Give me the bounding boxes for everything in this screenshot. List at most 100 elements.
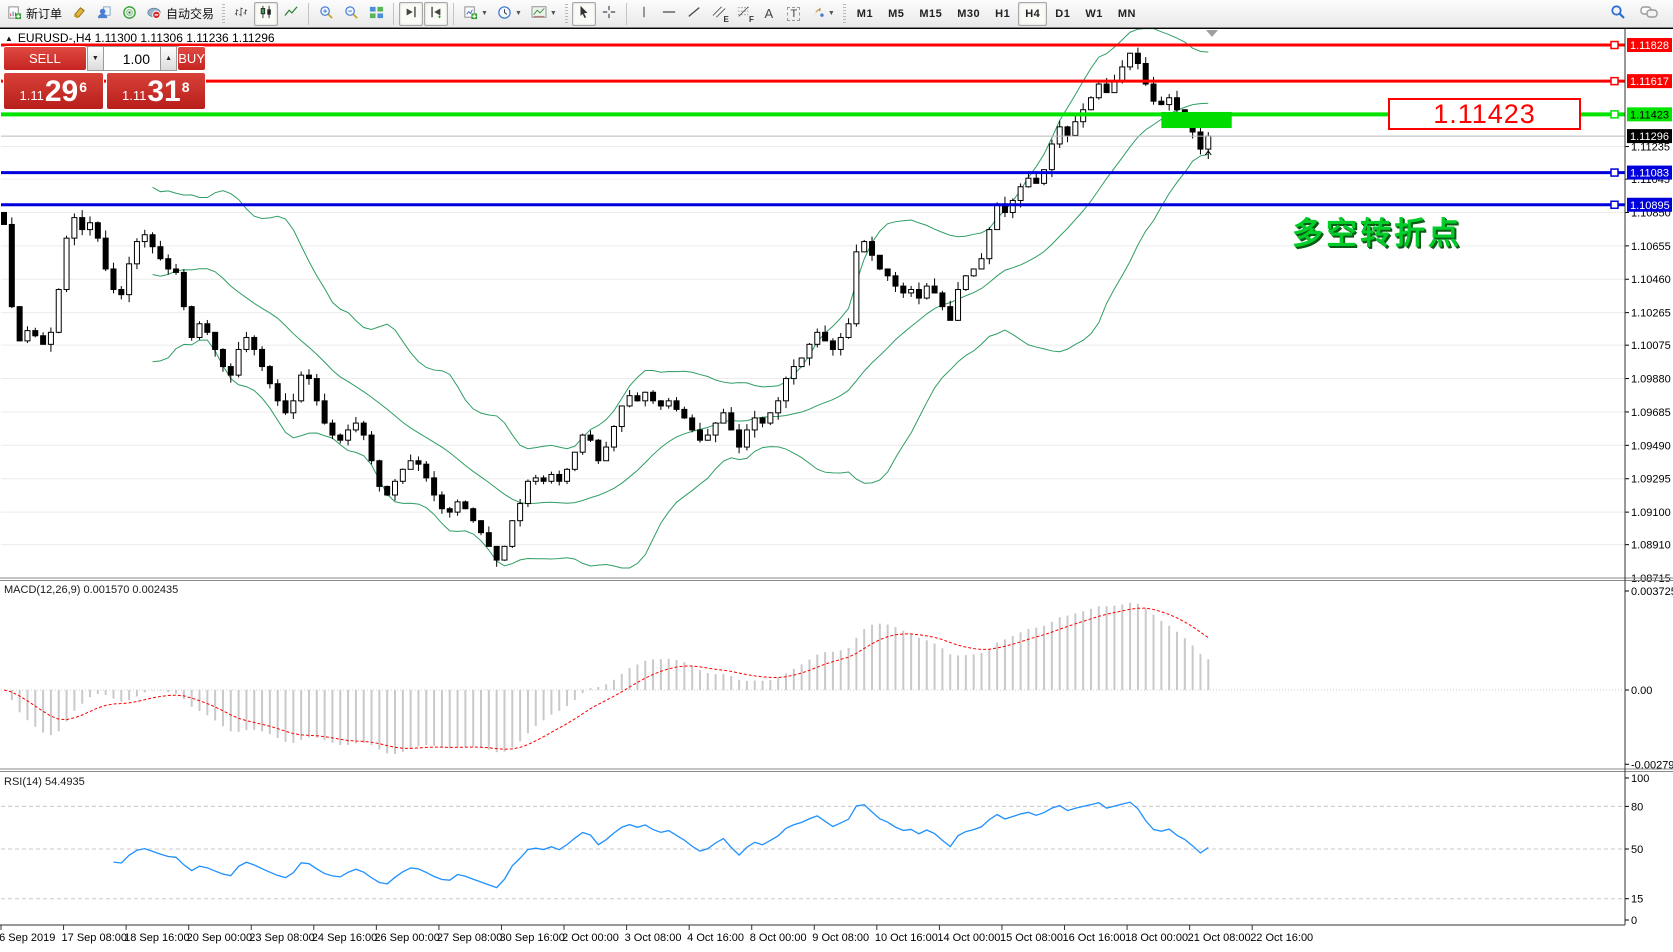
toolbar-separator (625, 2, 627, 25)
profiles-button[interactable] (92, 2, 116, 26)
trendline-icon (687, 5, 701, 22)
tile-windows-button[interactable] (364, 2, 388, 26)
template-dropdown[interactable]: ▼ (527, 2, 561, 26)
autotrading-button[interactable]: 自动交易 (142, 2, 218, 26)
volume-increase-button[interactable]: ▲ (160, 46, 178, 71)
svg-text:0.00: 0.00 (1631, 685, 1652, 697)
candlestick-chart-button[interactable] (254, 1, 279, 26)
period-dropdown[interactable]: ▼ (493, 2, 526, 26)
zoom-out-button[interactable] (339, 2, 363, 26)
price-callout-box[interactable]: 1.11423 (1388, 98, 1581, 130)
rsi-level-lines (1, 805, 1625, 900)
chart-title: ▲ EURUSD-,H4 1.11300 1.11306 1.11236 1.1… (5, 31, 275, 45)
search-button[interactable] (1606, 2, 1630, 26)
template-icon (531, 5, 547, 22)
rectangle-object[interactable] (1161, 111, 1232, 129)
sell-price-main: 29 (44, 75, 79, 108)
label-tool[interactable]: T (782, 2, 806, 26)
turning-point-annotation[interactable]: 多空转折点 (1292, 216, 1462, 251)
sell-price-display[interactable]: 1.11 29 6 (3, 72, 104, 110)
timeframe-m30-button[interactable]: M30 (957, 7, 981, 20)
svg-text:100: 100 (1631, 773, 1649, 785)
svg-text:3 Oct 08:00: 3 Oct 08:00 (625, 932, 682, 944)
text-tool-icon: A (764, 6, 774, 21)
svg-text:0.003725: 0.003725 (1631, 586, 1673, 598)
svg-text:22 Oct 16:00: 22 Oct 16:00 (1250, 932, 1313, 944)
svg-text:1.08715: 1.08715 (1631, 573, 1671, 585)
chart-shift-marker[interactable] (1206, 30, 1218, 37)
sell-button[interactable]: SELL (3, 46, 87, 71)
channel-icon (712, 5, 726, 22)
svg-text:0: 0 (1631, 915, 1637, 927)
timeframe-m1-button[interactable]: M1 (856, 7, 874, 20)
crosshair-icon (602, 5, 616, 22)
svg-text:24 Sep 16:00: 24 Sep 16:00 (312, 932, 377, 944)
volume-input[interactable] (104, 46, 160, 71)
arrows-dropdown[interactable]: ▼ (807, 2, 839, 26)
signals-button[interactable] (117, 2, 141, 26)
channel-badge: E (723, 14, 729, 24)
new-order-icon (7, 5, 22, 23)
timeframe-d1-button[interactable]: D1 (1055, 7, 1071, 20)
sell-price-prefix: 1.11 (19, 88, 44, 103)
sell-price-pip: 6 (79, 79, 87, 95)
fibonacci-icon (737, 5, 751, 22)
collapse-panel-icon[interactable]: ▲ (5, 33, 13, 43)
trendline-tool[interactable] (682, 2, 706, 26)
svg-text:1.10075: 1.10075 (1631, 340, 1671, 352)
chat-button[interactable] (1636, 2, 1662, 26)
svg-text:23 Sep 08:00: 23 Sep 08:00 (249, 932, 314, 944)
timeframe-m5-button[interactable]: M5 (888, 7, 905, 20)
auto-scroll-button[interactable] (424, 1, 449, 26)
profiles-icon (97, 5, 112, 23)
timeframe-h1-button[interactable]: H1 (995, 7, 1011, 20)
timeframe-m15-button[interactable]: M15 (919, 7, 943, 20)
dropdown-arrow-icon: ▼ (481, 10, 488, 17)
candlestick-chart-icon (259, 5, 273, 22)
svg-text:1.11083: 1.11083 (1630, 168, 1669, 180)
eraser-button[interactable] (67, 2, 91, 26)
buy-price-main: 31 (147, 75, 181, 108)
svg-text:9 Oct 08:00: 9 Oct 08:00 (812, 932, 869, 944)
svg-text:1.09880: 1.09880 (1631, 374, 1671, 386)
chart-canvas[interactable]: 1.112351.110451.108501.106551.104601.102… (0, 28, 1673, 952)
svg-text:1.11828: 1.11828 (1630, 40, 1669, 52)
svg-text:2 Oct 00:00: 2 Oct 00:00 (562, 932, 619, 944)
macd-histogram (10, 602, 1210, 754)
svg-text:27 Sep 08:00: 27 Sep 08:00 (437, 932, 502, 944)
timeframe-mn-button[interactable]: MN (1117, 7, 1136, 20)
svg-text:1.10460: 1.10460 (1631, 274, 1671, 286)
bollinger-bands (152, 28, 1209, 569)
horizontal-line-objects[interactable] (1, 40, 1625, 210)
channel-tool[interactable]: E (707, 2, 731, 26)
fibonacci-tool[interactable]: F (732, 2, 756, 26)
svg-text:26 Sep 00:00: 26 Sep 00:00 (374, 932, 439, 944)
buy-price-display[interactable]: 1.11 31 8 (105, 72, 206, 110)
crosshair-tool-button[interactable] (597, 2, 621, 26)
toolbar-drag-handle (842, 3, 846, 24)
main-toolbar: 新订单 自动交易 ▼ ▼ ▼ E F A T ▼ M1 M5 M15 M30 H1 H4 D… (0, 0, 1673, 28)
zoom-in-button[interactable] (314, 2, 338, 26)
svg-text:1.09100: 1.09100 (1631, 507, 1671, 519)
bar-chart-button[interactable] (229, 2, 253, 26)
horizontal-line-tool[interactable] (657, 2, 681, 26)
timeframe-w1-button[interactable]: W1 (1085, 7, 1103, 20)
macd-axis-labels: 0.003725 0.00 -0.002794 (1625, 586, 1673, 771)
timeframe-h4-button[interactable]: H4 (1018, 1, 1048, 26)
auto-scroll-icon (429, 5, 443, 22)
text-tool[interactable]: A (757, 2, 781, 26)
line-chart-button[interactable] (279, 2, 303, 26)
rsi-line (113, 801, 1209, 889)
cursor-tool-button[interactable] (571, 1, 596, 26)
svg-text:1.11296: 1.11296 (1630, 131, 1669, 143)
svg-text:1.10265: 1.10265 (1631, 308, 1671, 320)
vertical-line-tool[interactable] (632, 2, 656, 26)
macd-indicator-label: MACD(12,26,9) 0.001570 0.002435 (4, 584, 179, 596)
buy-button[interactable]: BUY (177, 46, 206, 71)
svg-text:21 Oct 08:00: 21 Oct 08:00 (1188, 932, 1251, 944)
toolbar-drag-handle (564, 3, 568, 24)
volume-decrease-button[interactable]: ▼ (86, 46, 104, 71)
new-order-button[interactable]: 新订单 (3, 2, 66, 26)
new-chart-dropdown[interactable]: ▼ (459, 2, 492, 26)
chart-shift-button[interactable] (399, 1, 424, 26)
